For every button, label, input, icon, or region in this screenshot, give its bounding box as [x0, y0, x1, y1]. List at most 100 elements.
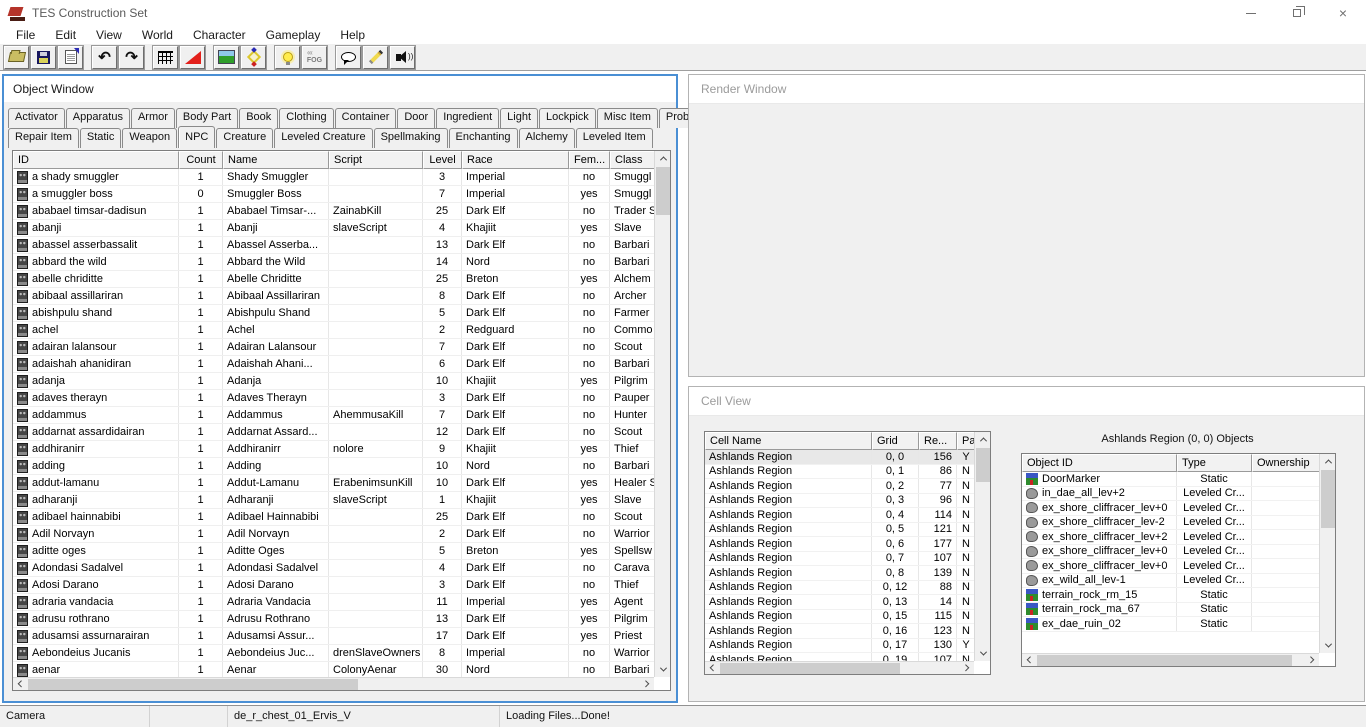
column-header-fem[interactable]: Fem...	[569, 151, 610, 169]
npc-row[interactable]: achel 1 Achel 2 Redguard no Commo	[13, 322, 654, 339]
cell-row[interactable]: Ashlands Region 0, 16 123 N	[705, 624, 974, 639]
snap-to-grid-button[interactable]	[153, 45, 178, 69]
tab-creature[interactable]: Creature	[216, 128, 274, 148]
scroll-down-icon[interactable]	[1320, 638, 1336, 653]
column-header-object-id[interactable]: Object ID	[1022, 454, 1177, 472]
column-header-grid[interactable]: Grid	[872, 432, 919, 450]
scroll-right-icon[interactable]	[959, 662, 974, 675]
fog-button[interactable]: FOG	[302, 45, 327, 69]
object-row[interactable]: DoorMarker Static	[1022, 472, 1319, 487]
npc-row[interactable]: adaishah ahanidiran 1 Adaishah Ahani... 6 Da…	[13, 356, 654, 373]
npc-row[interactable]: ababael timsar-dadisun 1 Ababael Timsar-..…	[13, 203, 654, 220]
tab-leveled-item[interactable]: Leveled Item	[575, 128, 653, 148]
cell-row[interactable]: Ashlands Region 0, 13 14 N	[705, 595, 974, 610]
npc-row[interactable]: aenar 1 Aenar ColonyAenar 30 Nord no Barbari	[13, 662, 654, 677]
tab-npc[interactable]: NPC	[178, 126, 216, 148]
column-header-cell-name[interactable]: Cell Name	[705, 432, 872, 450]
menu-edit[interactable]: Edit	[55, 28, 77, 42]
cell-row[interactable]: Ashlands Region 0, 15 115 N	[705, 609, 974, 624]
cell-row[interactable]: Ashlands Region 0, 3 96 N	[705, 493, 974, 508]
tab-misc-item[interactable]: Misc Item	[596, 108, 658, 128]
tab-enchanting[interactable]: Enchanting	[448, 128, 518, 148]
cell-list-vscrollbar[interactable]	[974, 432, 990, 661]
cell-objects-hscrollbar[interactable]	[1022, 653, 1319, 666]
npc-row[interactable]: Adosi Darano 1 Adosi Darano 3 Dark Elf no Thie…	[13, 577, 654, 594]
menu-help[interactable]: Help	[340, 28, 366, 42]
menu-character[interactable]: Character	[192, 28, 246, 42]
menu-view[interactable]: View	[96, 28, 122, 42]
npc-row[interactable]: abelle chriditte 1 Abelle Chriditte 25 Breto…	[13, 271, 654, 288]
redo-button[interactable]	[119, 45, 144, 69]
tab-static[interactable]: Static	[79, 128, 122, 148]
object-row[interactable]: ex_shore_cliffracer_lev+0 Leveled Cr...	[1022, 559, 1319, 574]
object-row[interactable]: in_dae_all_lev+2 Leveled Cr...	[1022, 486, 1319, 501]
tab-body-part[interactable]: Body Part	[175, 108, 239, 128]
scrollbar-thumb[interactable]	[720, 663, 900, 674]
open-file-button[interactable]	[4, 45, 29, 69]
lights-button[interactable]	[275, 45, 300, 69]
scroll-up-icon[interactable]	[655, 151, 671, 166]
object-row[interactable]: ex_shore_cliffracer_lev+0 Leveled Cr...	[1022, 544, 1319, 559]
npc-row[interactable]: addarnat assardidairan 1 Addarnat Assard..…	[13, 424, 654, 441]
scroll-down-icon[interactable]	[975, 646, 991, 661]
menu-file[interactable]: File	[16, 28, 36, 42]
scrollbar-thumb[interactable]	[1321, 470, 1335, 528]
render-viewport[interactable]	[689, 104, 1364, 376]
column-header-re[interactable]: Re...	[919, 432, 957, 450]
scroll-right-icon[interactable]	[1304, 654, 1319, 667]
scrollbar-thumb[interactable]	[976, 448, 990, 482]
npc-row[interactable]: Adil Norvayn 1 Adil Norvayn 2 Dark Elf no Warr…	[13, 526, 654, 543]
scroll-up-icon[interactable]	[1320, 454, 1336, 469]
cell-row[interactable]: Ashlands Region 0, 7 107 N	[705, 551, 974, 566]
cell-row[interactable]: Ashlands Region 0, 6 177 N	[705, 537, 974, 552]
npc-row[interactable]: addut-lamanu 1 Addut-Lamanu ErabenimsunKill…	[13, 475, 654, 492]
cell-row[interactable]: Ashlands Region 0, 19 107 N	[705, 653, 974, 661]
scroll-right-icon[interactable]	[639, 678, 654, 691]
npc-list-vscrollbar[interactable]	[654, 151, 670, 677]
snap-to-angle-button[interactable]	[180, 45, 205, 69]
preferences-button[interactable]	[58, 45, 83, 69]
restore-button[interactable]	[1274, 0, 1320, 26]
tab-spellmaking[interactable]: Spellmaking	[373, 128, 448, 148]
column-header-ownership[interactable]: Ownership	[1252, 454, 1321, 472]
path-grid-editing-button[interactable]	[241, 45, 266, 69]
object-row[interactable]: ex_wild_all_lev-1 Leveled Cr...	[1022, 573, 1319, 588]
column-header-class[interactable]: Class	[610, 151, 656, 169]
cell-row[interactable]: Ashlands Region 0, 2 77 N	[705, 479, 974, 494]
cell-row[interactable]: Ashlands Region 0, 8 139 N	[705, 566, 974, 581]
menu-gameplay[interactable]: Gameplay	[265, 28, 321, 42]
object-row[interactable]: ex_shore_cliffracer_lev-2 Leveled Cr...	[1022, 515, 1319, 530]
cell-row[interactable]: Ashlands Region 0, 17 130 Y	[705, 638, 974, 653]
column-header-script[interactable]: Script	[329, 151, 423, 169]
npc-row[interactable]: aditte oges 1 Aditte Oges 5 Breton yes Spellsw	[13, 543, 654, 560]
npc-row[interactable]: adairan lalansour 1 Adairan Lalansour 7 Dark…	[13, 339, 654, 356]
tab-container[interactable]: Container	[334, 108, 397, 128]
scroll-left-icon[interactable]	[1022, 654, 1037, 667]
npc-row[interactable]: Adondasi Sadalvel 1 Adondasi Sadalvel 4 Dark…	[13, 560, 654, 577]
npc-row[interactable]: adibael hainnabibi 1 Adibael Hainnabibi 25 D…	[13, 509, 654, 526]
column-header-name[interactable]: Name	[223, 151, 329, 169]
npc-row[interactable]: abassel asserbassalit 1 Abassel Asserba...…	[13, 237, 654, 254]
npc-row[interactable]: addammus 1 Addammus AhemmusaKill 7 Dark Elf no…	[13, 407, 654, 424]
cell-row[interactable]: Ashlands Region 0, 12 88 N	[705, 580, 974, 595]
column-header-level[interactable]: Level	[423, 151, 462, 169]
sound-button[interactable]	[390, 45, 415, 69]
script-edit-button[interactable]	[363, 45, 388, 69]
npc-row[interactable]: a smuggler boss 0 Smuggler Boss 7 Imperial ye…	[13, 186, 654, 203]
object-row[interactable]: terrain_rock_ma_67 Static	[1022, 602, 1319, 617]
minimize-button[interactable]	[1228, 0, 1274, 26]
column-header-race[interactable]: Race	[462, 151, 569, 169]
cell-row[interactable]: Ashlands Region 0, 5 121 N	[705, 522, 974, 537]
close-button[interactable]: ×	[1320, 0, 1366, 26]
tab-light[interactable]: Light	[500, 108, 538, 128]
scroll-down-icon[interactable]	[655, 662, 671, 677]
npc-row[interactable]: adrusu rothrano 1 Adrusu Rothrano 13 Dark El…	[13, 611, 654, 628]
undo-button[interactable]	[92, 45, 117, 69]
tab-clothing[interactable]: Clothing	[279, 108, 334, 128]
save-button[interactable]	[31, 45, 56, 69]
npc-row[interactable]: adanja 1 Adanja 10 Khajiit yes Pilgrim	[13, 373, 654, 390]
dialogue-button[interactable]	[336, 45, 361, 69]
scrollbar-thumb[interactable]	[28, 679, 358, 690]
npc-row[interactable]: adharanji 1 Adharanji slaveScript 1 Khajiit ye…	[13, 492, 654, 509]
npc-row[interactable]: Aebondeius Jucanis 1 Aebondeius Juc... dren…	[13, 645, 654, 662]
